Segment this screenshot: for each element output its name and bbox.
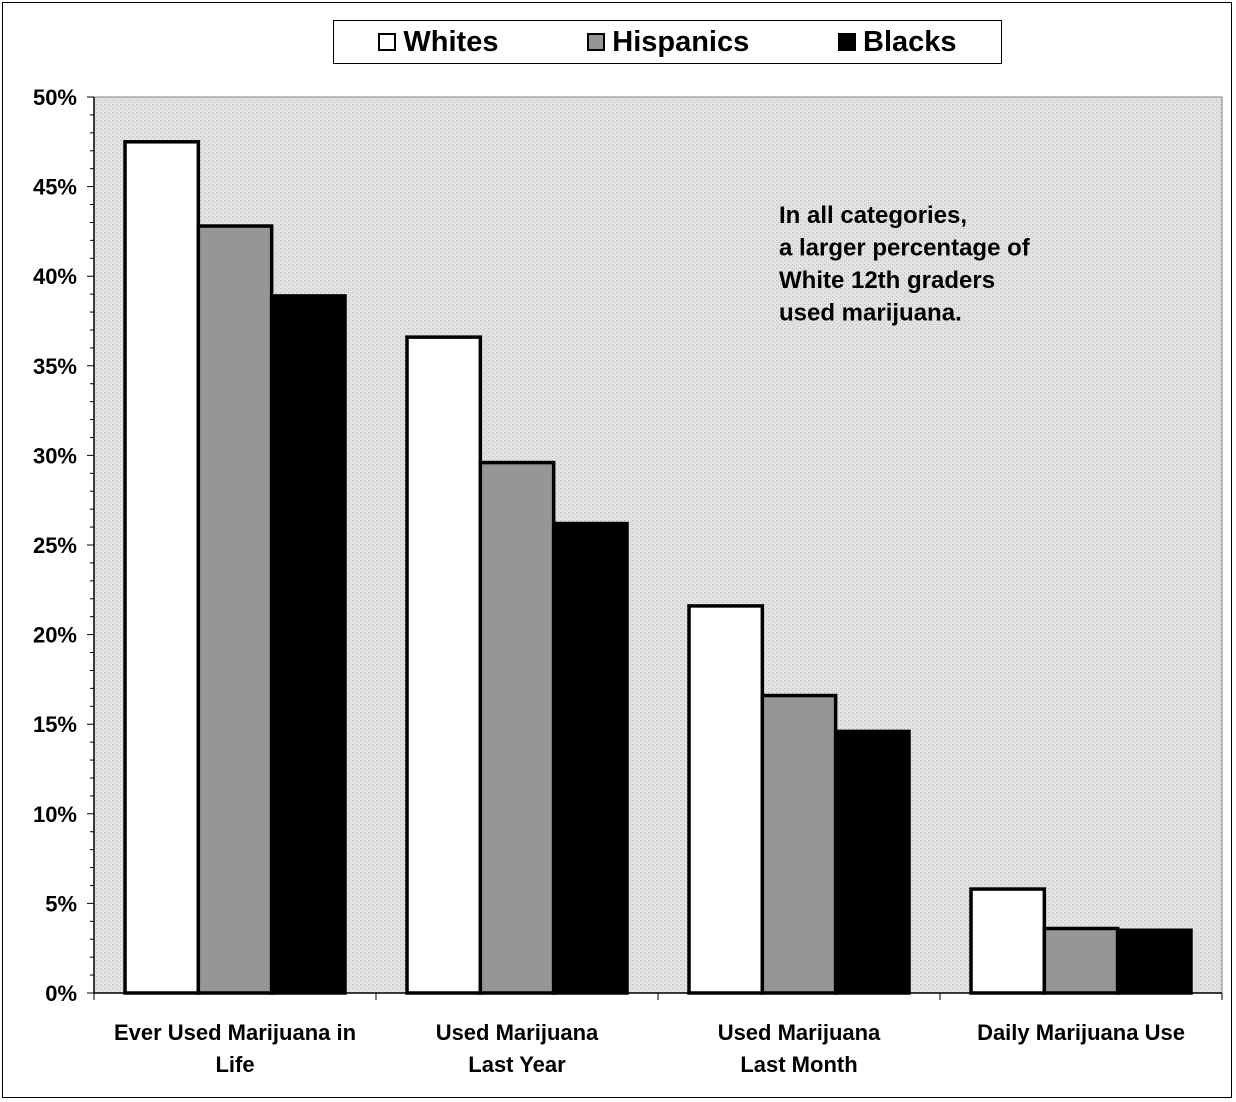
y-tick-label: 25% <box>33 533 77 558</box>
legend-swatch-hispanics <box>587 33 606 51</box>
bar-blacks-2 <box>833 729 911 995</box>
x-category-label: Ever Used Marijuana in <box>114 1020 356 1045</box>
y-tick-label: 40% <box>33 264 77 289</box>
bar-hispanics-3 <box>1042 926 1120 995</box>
legend-swatch-whites <box>378 33 397 51</box>
bar-hispanics-1 <box>478 460 556 995</box>
y-tick-label: 0% <box>45 981 77 1006</box>
annotation-text: a larger percentage of <box>779 235 1031 262</box>
bar-whites-0 <box>123 140 201 995</box>
y-tick-label: 10% <box>33 802 77 827</box>
x-category-label: Last Year <box>468 1052 566 1077</box>
x-category-label: Used Marijuana <box>436 1020 599 1045</box>
bar-whites-2 <box>687 604 765 995</box>
y-tick-label: 50% <box>33 85 77 110</box>
bar-whites-1 <box>405 335 483 995</box>
annotation-text: used marijuana. <box>779 300 962 327</box>
x-category-label: Last Month <box>740 1052 857 1077</box>
legend: Whites Hispanics Blacks <box>333 20 1002 64</box>
x-category-label: Life <box>215 1052 254 1077</box>
legend-item-whites: Whites <box>378 26 498 59</box>
bar-blacks-3 <box>1115 928 1193 995</box>
y-tick-label: 5% <box>45 891 77 916</box>
bar-blacks-1 <box>551 521 629 995</box>
legend-swatch-blacks <box>838 33 857 51</box>
bar-whites-3 <box>969 887 1047 995</box>
legend-item-hispanics: Hispanics <box>587 26 749 59</box>
bar-hispanics-2 <box>760 693 838 995</box>
legend-label-whites: Whites <box>403 25 499 58</box>
annotation-text: White 12th graders <box>779 267 995 294</box>
legend-label-blacks: Blacks <box>863 25 957 58</box>
x-category-label: Used Marijuana <box>718 1020 881 1045</box>
annotation-text: In all categories, <box>779 202 967 229</box>
y-tick-label: 45% <box>33 175 77 200</box>
y-tick-label: 30% <box>33 443 77 468</box>
bar-blacks-0 <box>269 294 347 995</box>
legend-label-hispanics: Hispanics <box>612 25 750 58</box>
bar-hispanics-0 <box>196 224 274 995</box>
legend-item-blacks: Blacks <box>838 26 957 59</box>
x-category-label: Daily Marijuana Use <box>977 1020 1185 1045</box>
y-tick-label: 20% <box>33 623 77 648</box>
y-tick-label: 35% <box>33 354 77 379</box>
y-tick-label: 15% <box>33 712 77 737</box>
